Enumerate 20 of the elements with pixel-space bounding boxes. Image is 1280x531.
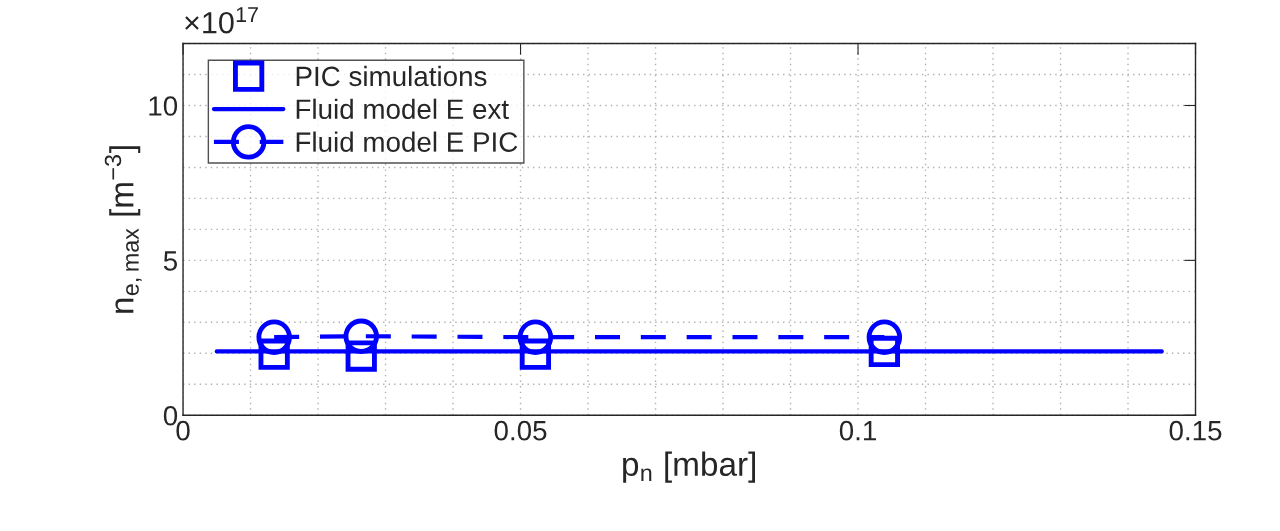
point bbox=[256, 319, 292, 355]
text: ×10$^{17}$ bbox=[185, 7, 258, 34]
x-tick-label: 0.1 bbox=[839, 420, 876, 441]
point bbox=[866, 319, 903, 355]
x-axis-title: p$_{n}$ [mbar] bbox=[623, 451, 755, 483]
point bbox=[258, 338, 290, 370]
x-tick-label: 0.05 bbox=[494, 420, 547, 441]
legend-label: PIC simulations bbox=[296, 65, 487, 87]
point bbox=[517, 319, 554, 355]
y-tick-label: 5 bbox=[163, 251, 178, 271]
legend-label: Fluid model E ext bbox=[296, 98, 509, 120]
y-tick-label: 0 bbox=[163, 405, 178, 426]
legend-label: Fluid model E PIC bbox=[296, 131, 518, 152]
y-tick-label: 10 bbox=[149, 96, 178, 116]
y-axis-title: n$_{e,max}$ [m$^{−3}$] bbox=[104, 146, 142, 313]
x-tick-label: 0.15 bbox=[1169, 420, 1222, 441]
point bbox=[868, 335, 900, 368]
point bbox=[519, 338, 552, 370]
point bbox=[345, 340, 377, 372]
point bbox=[343, 318, 379, 354]
